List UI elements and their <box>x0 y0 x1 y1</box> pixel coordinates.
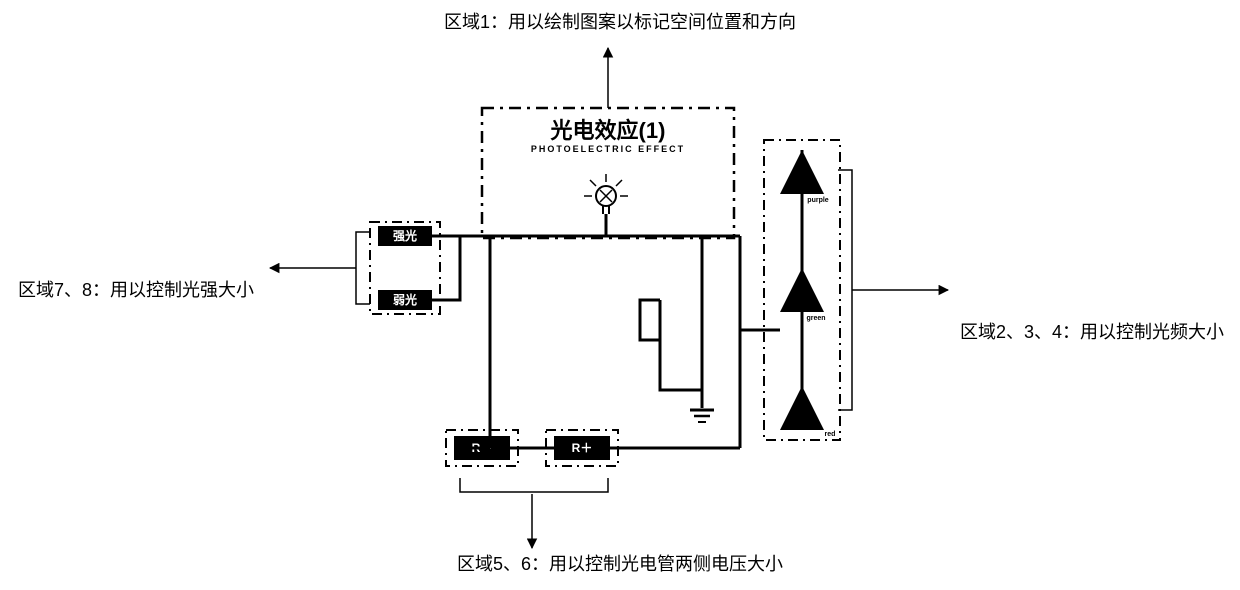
bracket-bottom <box>460 478 608 492</box>
strong-light-button[interactable]: 强光 <box>378 226 432 246</box>
svg-text:强光: 强光 <box>393 228 417 243</box>
bracket-left <box>356 232 370 304</box>
annotation-right: 区域2、3、4：用以控制光频大小 <box>960 322 1224 342</box>
annotation-top: 区域1：用以绘制图案以标记空间位置和方向 <box>444 12 796 32</box>
title-main: 光电效应(1) <box>550 118 666 143</box>
annotation-left: 区域7、8：用以控制光强大小 <box>18 280 254 300</box>
svg-text:red: red <box>825 431 836 438</box>
circuit-wires <box>432 214 780 448</box>
weak-light-button[interactable]: 弱光 <box>378 290 432 310</box>
title-sub: PHOTOELECTRIC EFFECT <box>531 144 685 154</box>
svg-text:R＋: R＋ <box>572 441 593 455</box>
svg-text:purple: purple <box>807 197 828 204</box>
freq-triangle-purple[interactable]: purple <box>780 150 829 204</box>
freq-triangle-red[interactable]: red <box>780 386 835 438</box>
r-plus-button[interactable]: R＋ <box>554 436 610 460</box>
annotation-bottom: 区域5、6：用以控制光电管两侧电压大小 <box>457 554 783 574</box>
bulb-icon <box>584 174 628 214</box>
ground-icon <box>690 410 714 422</box>
svg-text:green: green <box>806 315 825 322</box>
svg-text:弱光: 弱光 <box>393 292 417 307</box>
diagram-canvas: 区域1：用以绘制图案以标记空间位置和方向 区域7、8：用以控制光强大小 区域2、… <box>0 0 1240 590</box>
